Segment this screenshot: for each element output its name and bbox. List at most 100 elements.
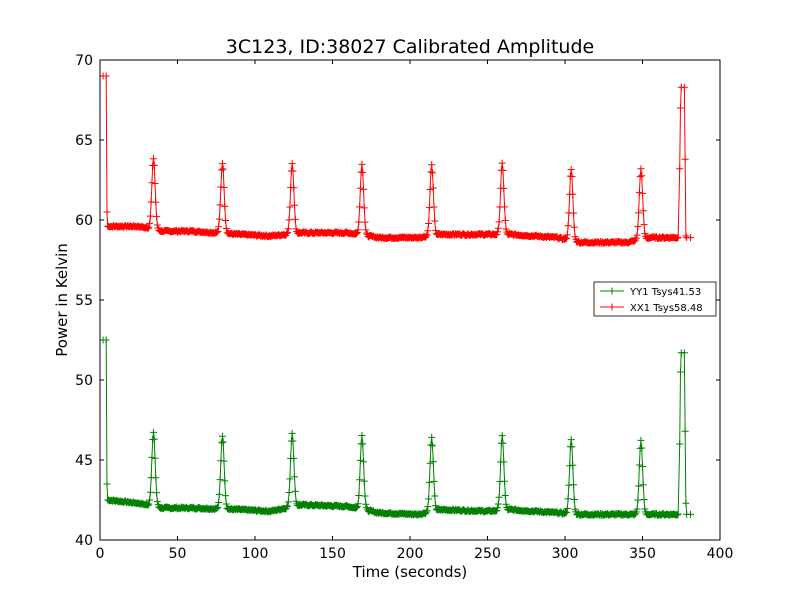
data-point bbox=[218, 160, 226, 168]
data-point bbox=[150, 435, 158, 443]
data-point bbox=[563, 235, 571, 243]
data-point bbox=[360, 477, 368, 485]
data-point bbox=[355, 218, 363, 226]
data-point bbox=[361, 492, 369, 500]
data-point bbox=[212, 505, 220, 513]
plot-content bbox=[99, 72, 695, 519]
x-tick-label: 0 bbox=[96, 546, 105, 562]
y-tick-label: 50 bbox=[75, 373, 93, 389]
legend-marker bbox=[608, 303, 616, 311]
data-point bbox=[288, 160, 296, 168]
data-point bbox=[639, 207, 647, 215]
data-point bbox=[680, 83, 688, 91]
data-point bbox=[430, 477, 438, 485]
data-point bbox=[222, 492, 230, 500]
y-axis: 40 45 50 55 60 65 70 bbox=[75, 53, 720, 549]
data-point bbox=[425, 220, 433, 228]
data-point bbox=[567, 436, 575, 444]
data-point bbox=[635, 482, 643, 490]
data-point bbox=[426, 459, 434, 467]
chart-title: 3C123, ID:38027 Calibrated Amplitude bbox=[226, 36, 594, 58]
data-point bbox=[358, 160, 366, 168]
data-point bbox=[362, 226, 370, 234]
data-point bbox=[360, 185, 367, 193]
data-point bbox=[570, 496, 578, 504]
legend: YY1 Tsys41.53 XX1 Tsys58.48 bbox=[593, 281, 717, 317]
data-point bbox=[284, 498, 292, 506]
data-point bbox=[291, 215, 299, 223]
data-point bbox=[429, 184, 437, 192]
data-point bbox=[284, 229, 292, 237]
y-tick-label: 45 bbox=[75, 453, 93, 469]
data-point bbox=[422, 232, 430, 240]
data-point bbox=[353, 503, 361, 511]
data-point bbox=[640, 495, 648, 503]
data-point bbox=[494, 228, 502, 236]
data-point bbox=[424, 503, 432, 511]
data-point bbox=[568, 443, 576, 451]
data-point bbox=[215, 490, 223, 498]
data-point bbox=[148, 179, 156, 187]
y-tick-label: 60 bbox=[75, 213, 93, 229]
data-point bbox=[290, 184, 298, 192]
data-point bbox=[222, 225, 230, 233]
data-point bbox=[284, 502, 292, 510]
data-point bbox=[291, 487, 299, 495]
data-point bbox=[152, 474, 160, 482]
data-point bbox=[432, 226, 440, 234]
data-point bbox=[286, 475, 294, 483]
data-point bbox=[632, 234, 640, 242]
data-point bbox=[425, 495, 433, 503]
data-point bbox=[500, 458, 508, 466]
data-point bbox=[495, 218, 503, 226]
data-point bbox=[286, 203, 294, 211]
data-point bbox=[215, 215, 223, 223]
data-point bbox=[216, 201, 224, 209]
y-tick-label: 40 bbox=[75, 533, 93, 549]
data-point bbox=[149, 428, 157, 436]
data-point bbox=[501, 477, 509, 485]
data-point bbox=[428, 433, 436, 441]
data-point bbox=[151, 180, 159, 188]
data-point bbox=[567, 165, 575, 173]
data-point bbox=[214, 503, 222, 511]
data-point bbox=[284, 225, 292, 233]
data-point bbox=[500, 184, 508, 192]
data-point bbox=[290, 454, 298, 462]
data-point bbox=[353, 503, 361, 511]
data-point bbox=[632, 508, 640, 516]
data-point bbox=[220, 184, 228, 192]
data-point bbox=[430, 203, 438, 211]
data-point bbox=[151, 454, 159, 462]
data-point bbox=[564, 495, 572, 503]
data-point bbox=[356, 184, 364, 192]
data-point bbox=[570, 481, 578, 489]
data-point bbox=[149, 155, 157, 163]
data-point bbox=[285, 216, 293, 224]
data-point bbox=[673, 234, 681, 242]
data-point bbox=[494, 224, 502, 232]
y-tick-label: 65 bbox=[75, 133, 93, 149]
legend-marker bbox=[608, 287, 616, 295]
data-point bbox=[676, 165, 684, 173]
data-point bbox=[213, 504, 221, 512]
data-point bbox=[501, 203, 509, 211]
data-point bbox=[427, 441, 435, 449]
data-point bbox=[563, 231, 571, 239]
data-point bbox=[153, 213, 161, 221]
y-tick-label: 55 bbox=[75, 293, 93, 309]
data-point bbox=[432, 502, 440, 510]
data-point bbox=[102, 336, 110, 344]
data-point bbox=[360, 458, 367, 466]
data-point bbox=[682, 232, 690, 240]
data-point bbox=[216, 476, 224, 484]
data-point bbox=[674, 233, 682, 241]
data-point bbox=[215, 223, 223, 231]
data-point bbox=[681, 155, 689, 163]
data-point bbox=[494, 504, 502, 512]
data-point bbox=[218, 432, 226, 440]
x-tick-label: 150 bbox=[319, 546, 346, 562]
data-point bbox=[640, 221, 648, 229]
data-point bbox=[423, 231, 431, 239]
data-point bbox=[425, 478, 433, 486]
